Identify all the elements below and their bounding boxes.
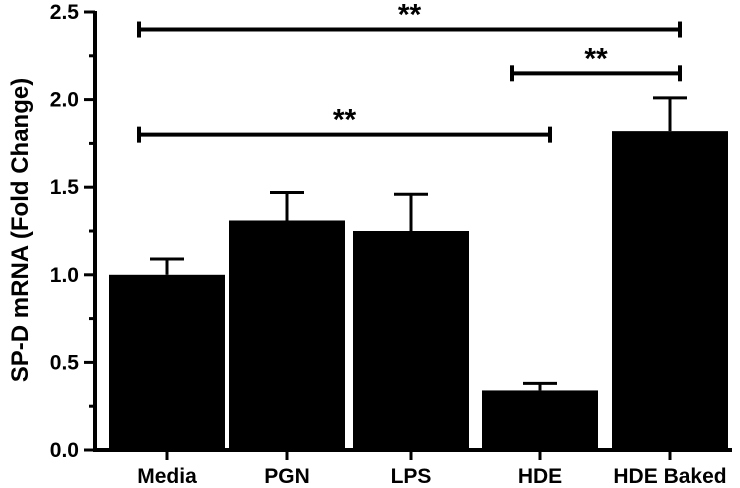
- x-tick-label: PGN: [264, 465, 310, 488]
- y-tick-label: 1.0: [50, 264, 79, 287]
- significance-label: **: [333, 104, 357, 137]
- significance-label: **: [584, 42, 608, 75]
- bar: [482, 390, 598, 450]
- bar: [612, 131, 728, 451]
- y-tick-label: 0.0: [50, 439, 79, 462]
- significance-label: **: [398, 0, 422, 32]
- y-tick-label: 2.5: [50, 1, 80, 24]
- y-tick-label: 2.0: [50, 89, 79, 112]
- y-axis-label: SP-D mRNA (Fold Change): [7, 78, 34, 382]
- x-tick-label: Media: [137, 465, 197, 488]
- x-tick-label: HDE: [518, 465, 562, 488]
- x-tick-label: HDE Baked: [613, 465, 726, 488]
- bar: [109, 274, 225, 450]
- y-tick-label: 0.5: [50, 351, 80, 374]
- bar: [229, 220, 345, 450]
- bar: [353, 231, 469, 450]
- x-tick-label: LPS: [391, 465, 432, 488]
- y-tick-label: 1.5: [50, 176, 80, 199]
